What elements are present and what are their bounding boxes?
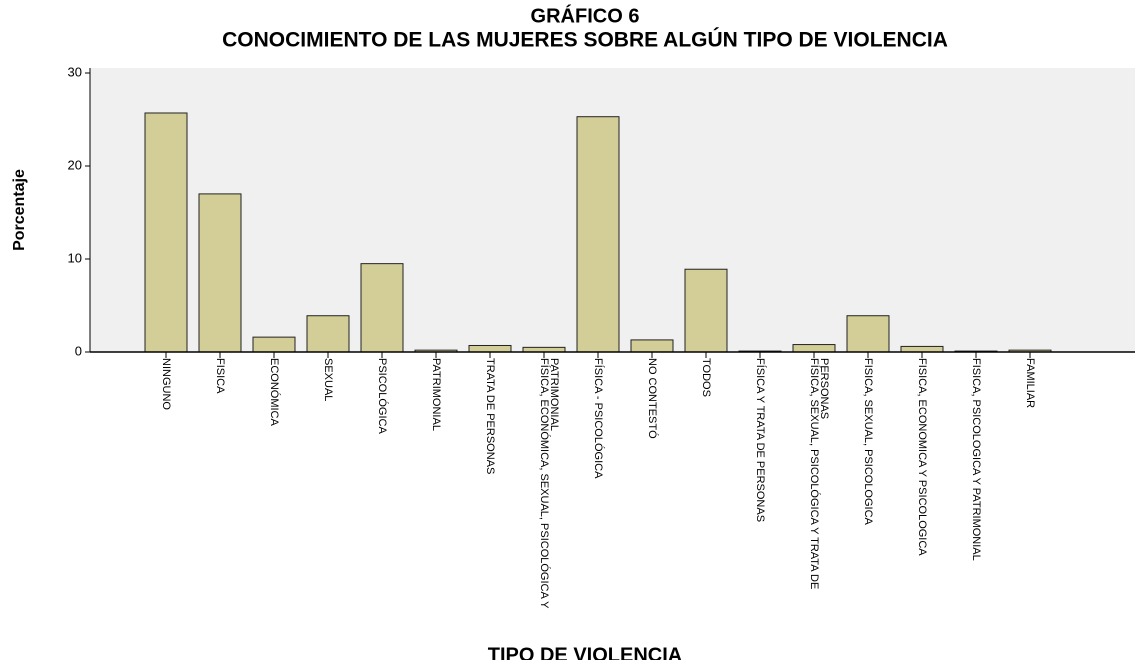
x-tick-label: FISICA, ECONOMICA Y PSICOLOGICA	[916, 358, 928, 556]
x-tick-label: FÍSICA Y TRATA DE PERSONAS	[754, 358, 766, 523]
bar	[252, 336, 296, 353]
bar	[684, 268, 728, 353]
x-tick-label: FÍSICA, ECONÓMICA, SEXUAL, PSICOLÓGICA Y…	[538, 358, 560, 609]
bar	[900, 345, 944, 353]
y-tick-label: 20	[68, 157, 82, 172]
x-tick-label: SEXUAL	[322, 358, 334, 402]
bar	[576, 116, 620, 353]
bar	[360, 263, 404, 353]
x-tick-label: FAMILIAR	[1024, 358, 1036, 409]
x-tick-label: FISICA, PSICOLOGICA Y PATRIMONIAL	[970, 358, 982, 561]
chart-subtitle: CONOCIMIENTO DE LAS MUJERES SOBRE ALGÚN …	[222, 28, 948, 52]
x-tick-label: NO CONTESTÓ	[646, 358, 658, 439]
bar	[468, 344, 512, 353]
x-tick-label: FISICA, SEXUAL, PSICOLOGICA	[862, 358, 874, 525]
y-tick-label: 30	[68, 64, 82, 79]
chart-title: GRÁFICO 6	[531, 4, 640, 27]
x-tick-label: PSICOLÓGICA	[376, 358, 388, 434]
x-tick-label: FÍSICA - PSICOLÓGICA	[592, 358, 604, 479]
bar	[198, 193, 242, 353]
bar	[846, 315, 890, 353]
x-tick-label: PATRIMONIAL	[430, 358, 442, 431]
x-tick-label: FISICA	[214, 358, 226, 394]
y-axis-title: Porcentaje	[11, 169, 28, 251]
x-tick-label: TRATA DE PERSONAS	[484, 358, 496, 475]
x-axis-title: TIPO DE VIOLENCIA	[488, 644, 682, 660]
bar	[792, 344, 836, 353]
x-tick-label: NINGUNO	[160, 358, 172, 410]
x-tick-label: ECONÓMICA	[268, 358, 280, 426]
bar	[630, 339, 674, 353]
x-tick-label: FÍSICA, SEXUAL, PSICOLÓGICA Y TRATA DE P…	[808, 358, 830, 590]
y-tick-label: 0	[75, 343, 82, 358]
bar	[306, 315, 350, 353]
y-tick-label: 10	[68, 250, 82, 265]
x-tick-label: TODOS	[700, 358, 712, 397]
bar	[144, 112, 188, 353]
